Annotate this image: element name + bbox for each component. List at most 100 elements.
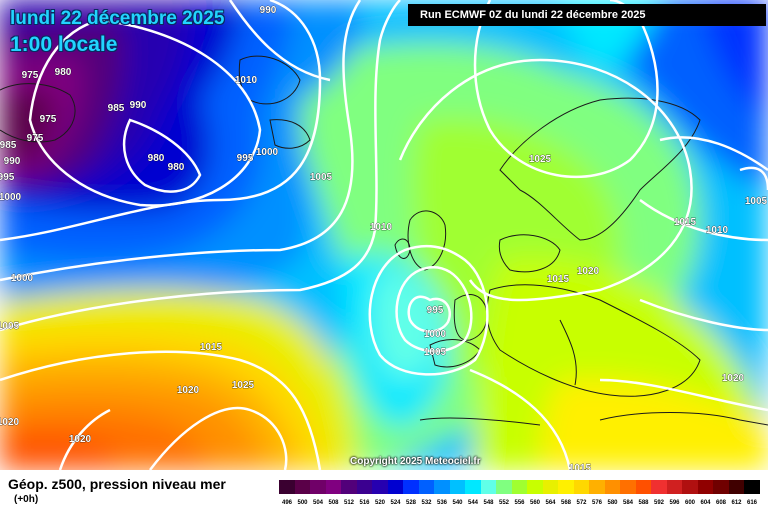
forecast-offset: (+0h) xyxy=(14,494,39,505)
legend-value: 592 xyxy=(653,500,664,506)
isobar-label: 980 xyxy=(148,153,165,164)
legend-value: 608 xyxy=(715,500,726,506)
legend-swatch xyxy=(480,480,497,494)
legend-value: 532 xyxy=(421,500,432,506)
legend-swatch xyxy=(465,480,481,494)
isobar-label: 1000 xyxy=(424,329,447,340)
isobar-label: 995 xyxy=(427,305,444,316)
legend-value: 612 xyxy=(731,500,742,506)
isobar-label: 990 xyxy=(130,100,147,111)
legend-value: 536 xyxy=(436,500,447,506)
legend-swatch xyxy=(527,480,543,494)
isobar-label: 1010 xyxy=(235,75,258,86)
legend-swatch xyxy=(744,480,760,494)
isobar-label: 1015 xyxy=(674,217,697,228)
legend-swatch xyxy=(542,480,559,494)
legend-swatch xyxy=(418,480,435,494)
isobar-label: 1000 xyxy=(11,273,34,284)
isobar-label: 1000 xyxy=(256,147,279,158)
legend-value: 616 xyxy=(746,500,757,506)
isobar-label: 980 xyxy=(55,67,72,78)
legend-value: 600 xyxy=(684,500,695,506)
chart-title: Géop. z500, pression niveau mer xyxy=(8,476,226,492)
legend-value: 576 xyxy=(591,500,602,506)
legend-swatch xyxy=(449,480,466,494)
legend-swatch xyxy=(635,480,652,494)
legend-swatch xyxy=(496,480,512,494)
legend-value: 564 xyxy=(545,500,556,506)
coastlines xyxy=(0,55,768,426)
legend-value: 540 xyxy=(452,500,463,506)
legend-swatch xyxy=(713,480,729,494)
legend-value: 560 xyxy=(529,500,540,506)
isobar-label: 1000 xyxy=(0,192,22,203)
legend-swatch xyxy=(728,480,745,494)
legend-value: 516 xyxy=(359,500,370,506)
legend-swatch xyxy=(589,480,605,494)
legend-value: 512 xyxy=(343,500,354,506)
legend-swatch xyxy=(294,480,311,494)
date-title: lundi 22 décembre 2025 xyxy=(10,8,225,29)
legend-swatch xyxy=(387,480,404,494)
legend-value: 580 xyxy=(607,500,618,506)
isobar-label: 1010 xyxy=(370,222,393,233)
legend-swatch xyxy=(310,480,326,494)
legend-swatch xyxy=(403,480,419,494)
run-info: Run ECMWF 0Z du lundi 22 décembre 2025 xyxy=(408,4,766,26)
legend-value: 500 xyxy=(297,500,308,506)
isobar-label: 1015 xyxy=(547,274,570,285)
legend-swatch xyxy=(279,480,295,494)
isobar-label: 1020 xyxy=(69,434,92,445)
legend-value: 588 xyxy=(638,500,649,506)
legend-swatch xyxy=(372,480,388,494)
isobar-label: 1015 xyxy=(200,342,223,353)
legend-value: 508 xyxy=(328,500,339,506)
geopotential-field xyxy=(0,0,768,470)
isobar-label: 1005 xyxy=(745,196,768,207)
time-title: 1:00 locale xyxy=(10,33,118,56)
legend-swatch xyxy=(666,480,683,494)
isobar-label: 1025 xyxy=(529,154,552,165)
legend-value: 604 xyxy=(700,500,711,506)
isobar-label: 1020 xyxy=(177,385,200,396)
isobar-label: 1005 xyxy=(0,321,20,332)
legend-value: 548 xyxy=(483,500,494,506)
isobar-label: 980 xyxy=(168,162,185,173)
legend-value: 528 xyxy=(405,500,416,506)
legend-swatch xyxy=(697,480,714,494)
legend-value: 568 xyxy=(560,500,571,506)
isobar-label: 1015 xyxy=(569,463,592,470)
legend-value: 556 xyxy=(514,500,525,506)
legend-swatch xyxy=(682,480,698,494)
legend-swatch xyxy=(434,480,450,494)
legend-value: 584 xyxy=(622,500,633,506)
legend-swatch xyxy=(651,480,667,494)
legend-value: 524 xyxy=(390,500,401,506)
legend-swatch xyxy=(620,480,636,494)
isobar-label: 985 xyxy=(0,140,17,151)
isobar-label: 975 xyxy=(40,114,57,125)
isobar-label: 975 xyxy=(22,70,39,81)
legend-swatch xyxy=(325,480,342,494)
isobar-label: 975 xyxy=(27,133,44,144)
copyright-text: Copyright 2025 Meteociel.fr xyxy=(350,456,481,467)
isobar-label: 1020 xyxy=(722,373,745,384)
legend-swatch xyxy=(558,480,574,494)
isobar-lines xyxy=(0,0,768,470)
isobar-label: 1005 xyxy=(310,172,333,183)
legend-value: 504 xyxy=(312,500,323,506)
isobar-label: 1020 xyxy=(577,266,600,277)
isobar-label: 990 xyxy=(260,5,277,16)
legend-swatch xyxy=(573,480,590,494)
legend-swatch xyxy=(604,480,621,494)
legend-value: 572 xyxy=(576,500,587,506)
legend-value: 544 xyxy=(467,500,478,506)
isobar-label: 995 xyxy=(237,153,254,164)
legend-value: 520 xyxy=(374,500,385,506)
isobar-label: 1010 xyxy=(706,225,729,236)
legend-value: 496 xyxy=(281,500,292,506)
isobar-label: 1020 xyxy=(0,417,20,428)
